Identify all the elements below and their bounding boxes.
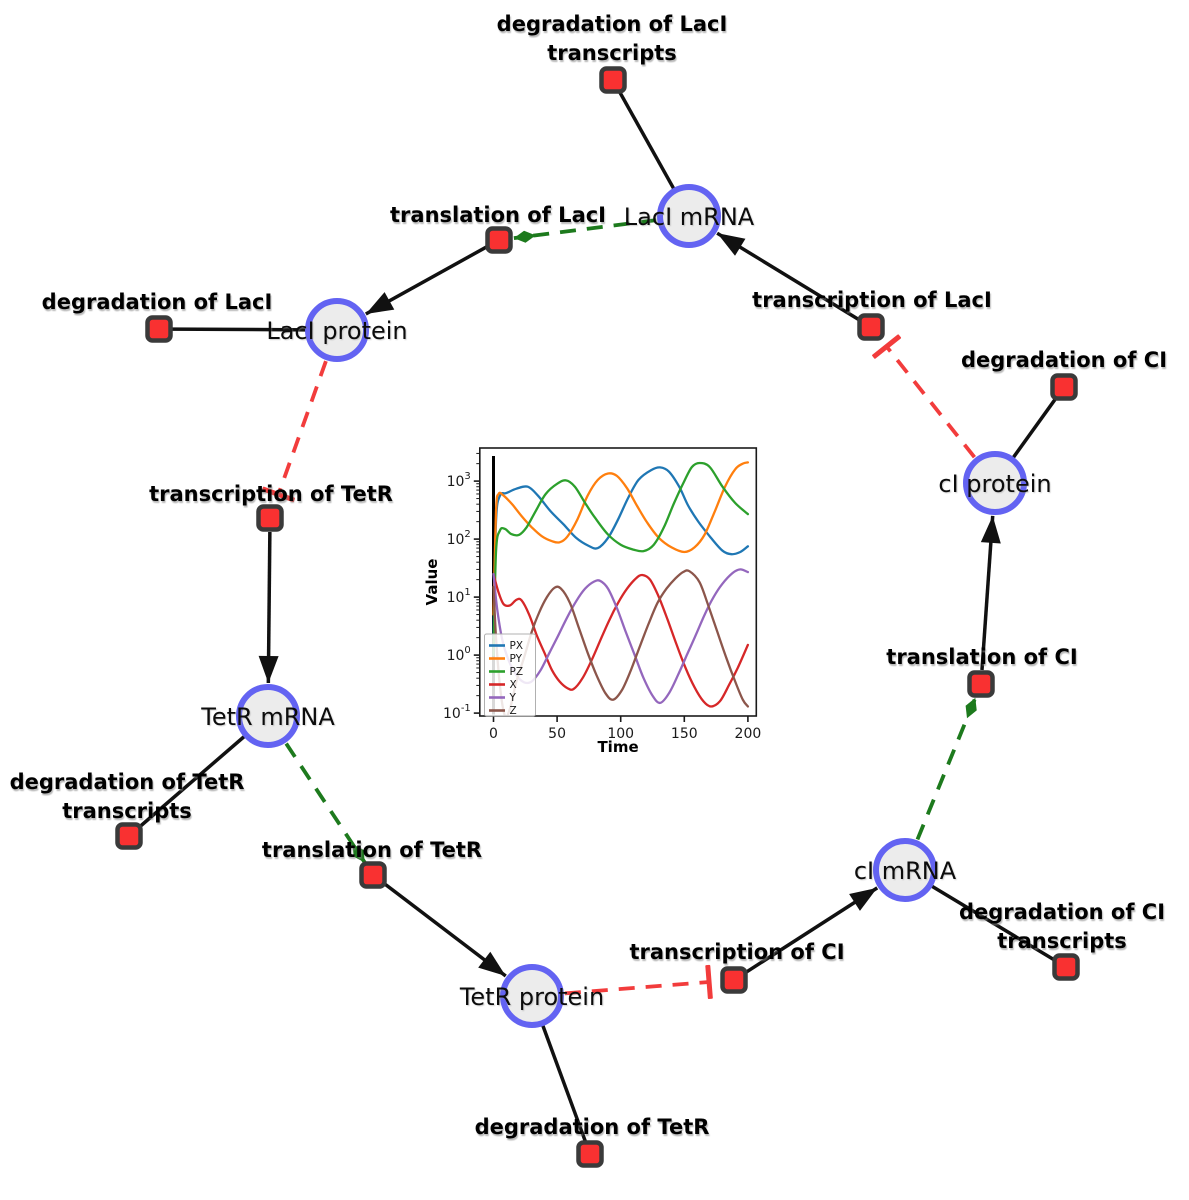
reaction-label-line: transcripts — [997, 929, 1127, 953]
reaction-label-translation-laci: translation of LacI — [390, 203, 606, 227]
legend-label-py: PY — [510, 653, 523, 665]
reaction-label-line: transcription of CI — [629, 940, 844, 964]
reaction-node-translation-laci[interactable] — [485, 226, 513, 254]
y-tick-label: 101 — [447, 587, 471, 606]
reaction-label-line: transcription of LacI — [752, 288, 992, 312]
edge-plain-deg-laci-to-laci-protein — [171, 327, 307, 332]
edge-plain-deg-tetr-transcripts-to-tetr-mrna — [137, 734, 246, 829]
y-tick-label: 100 — [447, 645, 471, 664]
reaction-label-deg-tetr-transcripts: degradation of TetR transcripts — [10, 770, 245, 823]
edge-arrow-transcription-tetr-to-tetr-mrna — [258, 531, 279, 684]
reaction-label-line: transcripts — [62, 799, 192, 823]
legend-label-z: Z — [510, 705, 517, 717]
edge-plain-deg-ci-transcripts-to-ci-mrna — [930, 884, 1056, 962]
species-label-ci-mrna: cI mRNA — [854, 857, 957, 885]
chart-series-pz — [492, 461, 750, 657]
reaction-label-deg-laci-transcripts: degradation of LacI transcripts — [497, 12, 728, 65]
chart-series-py — [492, 461, 750, 616]
species-label-tetr-protein: TetR protein — [459, 983, 604, 1011]
reaction-label-deg-ci-transcripts: degradation of CI transcripts — [959, 900, 1165, 953]
edge-arrow-transcription-ci-to-ci-mrna — [744, 886, 879, 974]
reaction-label-line: degradation of LacI — [42, 290, 273, 314]
reaction-node-deg-laci-transcripts[interactable] — [599, 66, 627, 94]
nodes-layer — [115, 66, 1080, 1168]
y-tick-label: 102 — [447, 529, 471, 548]
x-tick-label: 0 — [489, 726, 498, 742]
y-tick-label: 103 — [447, 471, 471, 490]
reaction-node-transcription-laci[interactable] — [857, 313, 885, 341]
edge-activation-laci-mrna-to-translation-laci — [513, 218, 657, 243]
labels-layer: LacI mRNA LacI protein TetR mRNA TetR prote… — [10, 12, 1167, 1139]
legend-label-x: X — [510, 679, 517, 691]
reaction-node-translation-tetr[interactable] — [359, 861, 387, 889]
reaction-label-line: transcripts — [547, 41, 677, 65]
y-axis-label: Value — [423, 559, 441, 606]
reaction-label-deg-laci: degradation of LacI — [42, 290, 273, 314]
legend-box — [484, 633, 536, 717]
edge-inhibition-laci-protein-to-transcription-tetr — [261, 360, 328, 503]
reaction-node-transcription-ci[interactable] — [720, 966, 748, 994]
x-tick-label: 200 — [735, 726, 762, 742]
edge-activation-ci-mrna-to-translation-ci — [915, 697, 978, 841]
chart-series-x — [492, 572, 750, 708]
edge-inhibition-ci-protein-to-transcription-laci — [872, 334, 976, 459]
reaction-label-transcription-tetr: transcription of TetR — [149, 482, 393, 506]
reaction-node-translation-ci[interactable] — [967, 670, 995, 698]
species-label-laci-protein: LacI protein — [266, 317, 407, 345]
reaction-label-translation-tetr: translation of TetR — [262, 838, 482, 862]
reaction-node-deg-ci-transcripts[interactable] — [1052, 953, 1080, 981]
reaction-label-deg-ci: degradation of CI — [961, 348, 1167, 372]
legend-label-pz: PZ — [510, 666, 524, 678]
reaction-label-line: degradation of TetR — [475, 1115, 710, 1139]
reaction-node-deg-tetr[interactable] — [576, 1140, 604, 1168]
edge-plain-deg-tetr-to-tetr-protein — [541, 1024, 588, 1143]
species-node-laci-protein[interactable] — [305, 298, 369, 362]
reaction-label-line: degradation of LacI — [497, 12, 728, 36]
edges-layer — [137, 90, 1058, 1143]
species-node-tetr-protein[interactable] — [500, 964, 564, 1028]
reaction-label-line: transcription of TetR — [149, 482, 393, 506]
edge-activation-tetr-mrna-to-translation-tetr — [284, 742, 367, 864]
edge-arrow-transcription-laci-to-laci-mrna — [716, 231, 860, 322]
x-tick-label: 150 — [671, 726, 698, 742]
species-label-ci-protein: cI protein — [938, 470, 1051, 498]
species-label-laci-mrna: LacI mRNA — [624, 203, 755, 231]
reaction-node-deg-laci[interactable] — [145, 315, 173, 343]
reaction-label-transcription-ci: transcription of CI — [629, 940, 844, 964]
reaction-label-translation-ci: translation of CI — [886, 645, 1077, 669]
inset-timecourse-chart: 0 50 100 150 20010-1100101102103TimeValuePXP… — [423, 431, 774, 761]
reaction-label-line: degradation of TetR — [10, 770, 245, 794]
edge-arrow-translation-ci-to-ci-protein — [980, 515, 1001, 671]
chart-spines — [478, 447, 758, 717]
reaction-label-line: degradation of CI — [959, 900, 1165, 924]
reaction-node-transcription-tetr[interactable] — [256, 504, 284, 532]
reaction-node-deg-tetr-transcripts[interactable] — [115, 822, 143, 850]
x-axis-label: Time — [597, 738, 638, 756]
y-tick-label: 10-1 — [443, 703, 471, 722]
legend-label-px: PX — [510, 640, 524, 652]
legend-label-y: Y — [509, 692, 517, 704]
reaction-label-line: translation of LacI — [390, 203, 606, 227]
species-node-tetr-mrna[interactable] — [236, 684, 300, 748]
species-node-ci-protein[interactable] — [963, 451, 1027, 515]
edge-inhibition-tetr-protein-to-transcription-ci — [564, 964, 713, 1000]
x-tick-label: 100 — [607, 726, 634, 742]
reaction-label-transcription-laci: transcription of LacI — [752, 288, 992, 312]
edge-plain-deg-ci-to-ci-protein — [1011, 396, 1058, 459]
reaction-node-deg-ci[interactable] — [1050, 373, 1078, 401]
reaction-label-line: translation of CI — [886, 645, 1077, 669]
reaction-label-line: translation of TetR — [262, 838, 482, 862]
species-node-ci-mrna[interactable] — [873, 838, 937, 902]
x-tick-label: 50 — [548, 726, 566, 742]
species-node-laci-mrna[interactable] — [657, 184, 721, 248]
reaction-label-line: degradation of CI — [961, 348, 1167, 372]
species-label-tetr-mrna: TetR mRNA — [200, 703, 335, 731]
edge-arrow-translation-laci-to-laci-protein — [364, 245, 488, 316]
edge-arrow-translation-tetr-to-tetr-protein — [383, 882, 507, 978]
reaction-label-deg-tetr: degradation of TetR — [475, 1115, 710, 1139]
edge-plain-deg-laci-transcripts-to-laci-mrna — [617, 90, 676, 190]
